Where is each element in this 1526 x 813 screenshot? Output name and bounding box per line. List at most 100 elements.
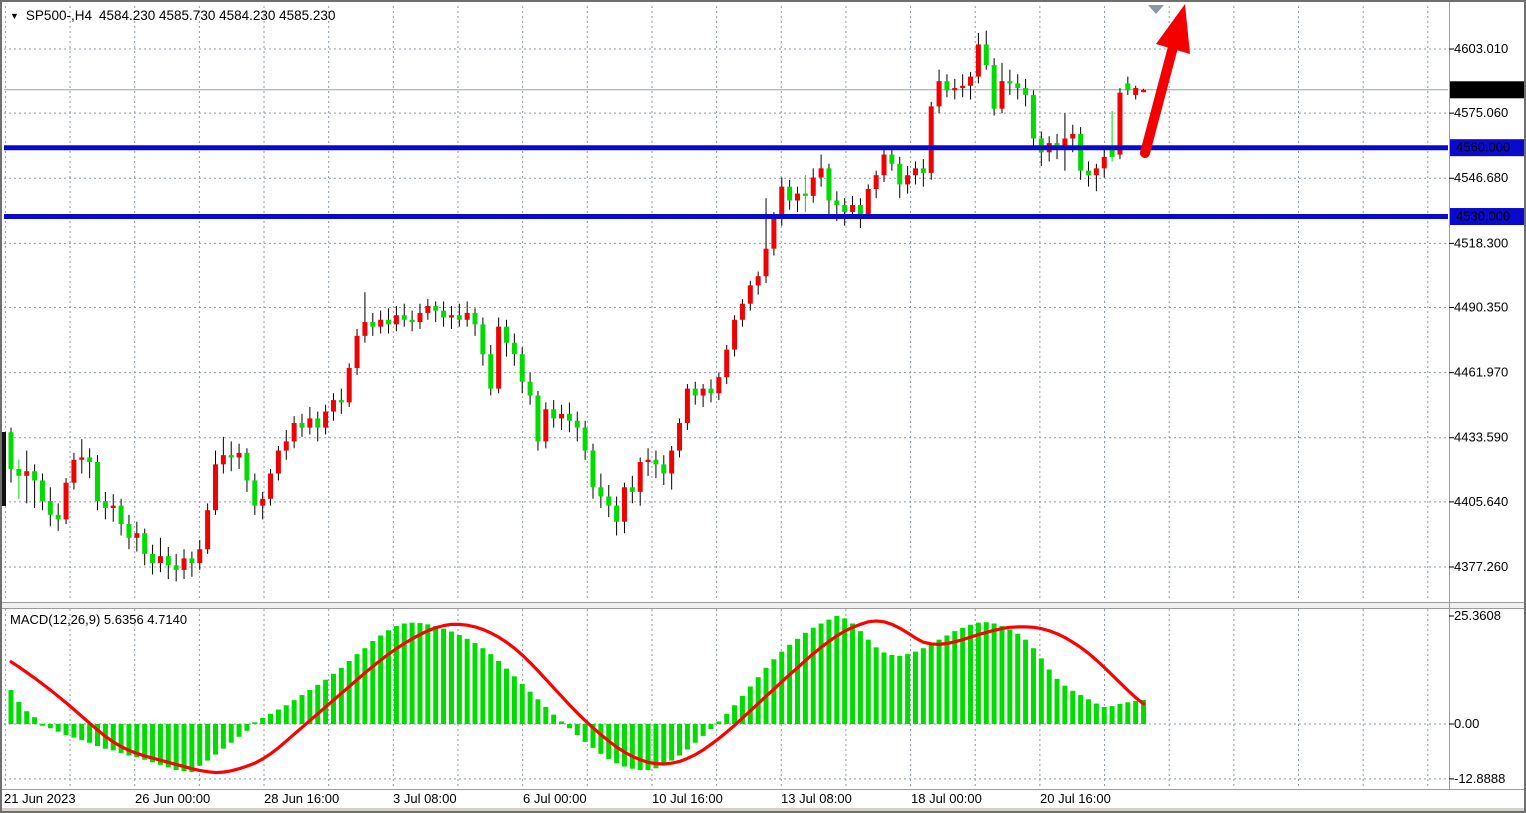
macd-histogram-bar	[346, 660, 352, 724]
macd-histogram-bar	[527, 691, 533, 724]
candle-body-up	[755, 276, 761, 286]
candle-body-up	[323, 411, 329, 428]
macd-histogram-bar	[142, 724, 148, 760]
candle-body-down	[1015, 83, 1021, 89]
candle-body-down	[370, 322, 376, 327]
candle-body-up	[220, 455, 226, 465]
pane-separator[interactable]	[2, 602, 1524, 609]
macd-histogram-bar	[842, 618, 848, 724]
price-axis[interactable]	[1450, 2, 1524, 790]
macd-histogram-bar	[456, 634, 462, 724]
candle-body-down	[165, 556, 171, 566]
candle-body-down	[551, 409, 557, 419]
time-tick-label: 21 Jun 2023	[4, 791, 76, 806]
macd-histogram-bar	[244, 724, 250, 731]
macd-histogram-bar	[8, 689, 14, 724]
candle-body-up	[669, 450, 675, 474]
macd-histogram-bar	[905, 654, 911, 724]
candle-body-up	[559, 413, 565, 419]
time-tick-label: 28 Jun 16:00	[264, 791, 339, 806]
candle-body-down	[189, 558, 195, 564]
symbol-dropdown-icon[interactable]: ▼	[10, 11, 19, 21]
window-bottom-strip	[2, 808, 1524, 811]
candle-body-down	[456, 315, 462, 320]
macd-histogram-bar	[189, 724, 195, 773]
macd-histogram-bar	[1109, 706, 1115, 724]
candle-body-up	[307, 418, 313, 428]
macd-histogram-bar	[401, 623, 407, 724]
candle-body-up	[677, 423, 683, 451]
candle-body-up	[275, 450, 281, 474]
macd-histogram-bar	[787, 644, 793, 724]
macd-histogram-bar	[32, 717, 38, 724]
macd-histogram-bar	[95, 724, 101, 747]
symbol-info: ▼ SP500-,H4 4584.230 4585.730 4584.230 458…	[10, 8, 335, 23]
macd-histogram-bar	[496, 660, 502, 724]
candle-body-up	[134, 533, 140, 538]
time-axis[interactable]	[2, 790, 1449, 810]
candle-body-up	[63, 482, 69, 520]
macd-histogram-bar	[511, 676, 517, 724]
macd-histogram-bar	[637, 724, 643, 770]
candle-body-up	[543, 409, 549, 442]
macd-histogram-bar	[393, 626, 399, 724]
candle-body-up	[732, 319, 738, 350]
time-tick-label: 3 Jul 08:00	[393, 791, 457, 806]
ohlc-values: 4584.230 4585.730 4584.230 4585.230	[98, 8, 336, 23]
price-tick-label: 4405.640	[1454, 494, 1508, 509]
macd-histogram-bar	[755, 677, 761, 724]
trend-arrow-head[interactable]	[1156, 4, 1190, 54]
chart-shift-marker-icon[interactable]	[1148, 5, 1164, 14]
macd-histogram-bar	[1093, 703, 1099, 724]
macd-histogram-bar	[795, 638, 800, 724]
trend-arrow-object[interactable]	[1140, 42, 1178, 158]
macd-histogram-bar	[724, 713, 730, 724]
candle-body-down	[386, 319, 392, 325]
candle-body-up	[881, 154, 887, 176]
macd-histogram-bar	[205, 724, 211, 761]
macd-histogram-bar	[181, 724, 187, 772]
candle-body-down	[897, 163, 903, 185]
candle-body-up	[212, 464, 218, 511]
candle-body-down	[55, 514, 61, 520]
macd-histogram-bar	[55, 724, 61, 732]
candle-body-down	[598, 487, 604, 497]
macd-histogram-bar	[39, 724, 45, 726]
macd-histogram-bar	[991, 623, 997, 724]
candle-body-up	[960, 85, 966, 89]
candle-body-down	[87, 457, 93, 463]
macd-histogram-bar	[378, 635, 384, 724]
macd-histogram-bar	[1015, 633, 1021, 724]
candle-body-up	[236, 452, 242, 458]
candle-body-down	[653, 459, 659, 465]
macd-histogram-bar	[818, 623, 824, 724]
candle-body-down	[173, 565, 179, 570]
macd-histogram-bar	[1070, 690, 1076, 724]
candle-body-down	[338, 400, 344, 403]
candle-body-down	[480, 324, 486, 355]
macd-histogram-bar	[275, 709, 281, 724]
candle-body-up	[700, 388, 706, 396]
level-price-badge	[1450, 139, 1524, 157]
candle-body-down	[244, 452, 250, 481]
macd-histogram-bar	[71, 724, 77, 738]
macd-histogram-bar	[315, 684, 321, 724]
candle-body-up	[928, 106, 934, 173]
candle-body-down	[842, 205, 848, 212]
macd-histogram-bar	[928, 643, 934, 724]
macd-histogram-bar	[559, 721, 565, 724]
macd-histogram-bar	[1007, 629, 1013, 724]
candle-body-up	[684, 388, 690, 424]
macd-histogram-bar	[323, 679, 329, 724]
candle-body-down	[1007, 81, 1013, 84]
macd-histogram-bar	[386, 630, 392, 724]
macd-histogram-bar	[999, 626, 1005, 724]
macd-histogram-bar	[1125, 702, 1131, 724]
macd-histogram-bar	[1086, 699, 1092, 724]
macd-histogram-bar	[197, 724, 203, 766]
macd-histogram-bar	[47, 724, 53, 729]
macd-histogram-bar	[1038, 658, 1044, 724]
macd-histogram-bar	[684, 724, 690, 750]
